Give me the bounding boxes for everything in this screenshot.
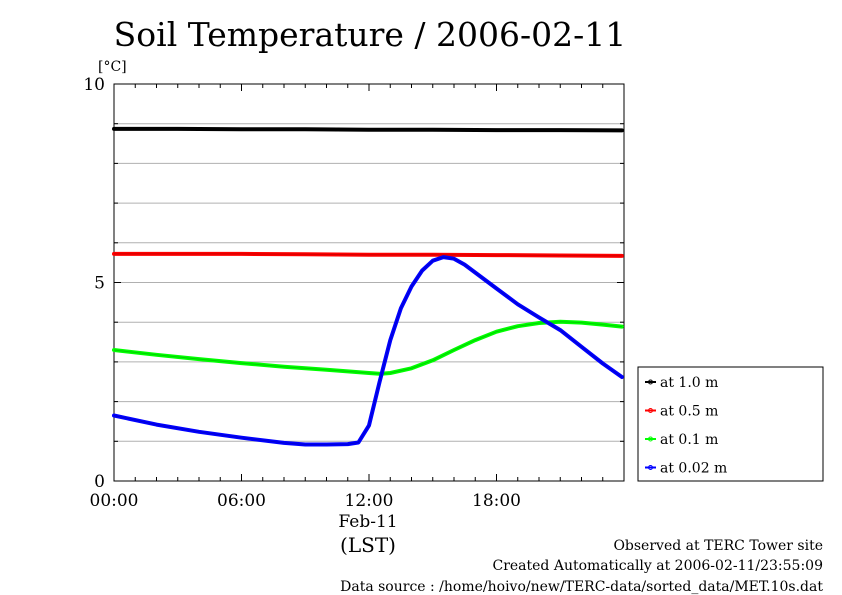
date-label: Feb-11 bbox=[338, 512, 397, 532]
footer-created: Created Automatically at 2006-02-11/23:5… bbox=[492, 558, 823, 574]
legend-swatch-marker bbox=[648, 436, 653, 442]
y-tick-label: 10 bbox=[83, 75, 105, 95]
legend-label: at 0.02 m bbox=[660, 461, 727, 477]
series-line-0 bbox=[112, 126, 624, 133]
series-line-edge-1 bbox=[114, 253, 622, 257]
series-lines bbox=[112, 126, 624, 447]
series-line-edge-0 bbox=[114, 128, 622, 131]
legend-swatch-marker bbox=[648, 408, 653, 413]
legend-swatch-marker bbox=[648, 465, 653, 470]
series-line-2 bbox=[112, 319, 624, 376]
x-tick-label: 06:00 bbox=[217, 491, 266, 511]
grid-lines bbox=[114, 123, 624, 442]
chart-title: Soil Temperature / 2006-02-11 bbox=[114, 15, 627, 54]
y-tick-label: 0 bbox=[94, 472, 105, 492]
footer-observed: Observed at TERC Tower site bbox=[613, 538, 823, 554]
legend-swatch-marker bbox=[648, 379, 653, 385]
y-tick-label: 5 bbox=[94, 274, 105, 294]
legend-label: at 1.0 m bbox=[660, 375, 718, 391]
series-line-edge-3 bbox=[113, 256, 623, 445]
x-tick-label: 18:00 bbox=[472, 491, 521, 511]
footer-data-source: Data source : /home/hoivo/new/TERC-data/… bbox=[340, 579, 823, 595]
series-line-3 bbox=[112, 255, 624, 447]
legend-label: at 0.1 m bbox=[660, 432, 718, 448]
legend: at 1.0 m at 0.5 m at 0.1 m at 0.02 m bbox=[637, 366, 824, 482]
legend-label: at 0.5 m bbox=[660, 404, 718, 420]
axis-ticks: 00:00 06:00 12:00 18:00 0 5 10 bbox=[83, 75, 625, 511]
legend-frame bbox=[637, 366, 824, 482]
y-axis-unit-label: [°C] bbox=[98, 59, 127, 75]
x-axis-label: (LST) bbox=[340, 533, 396, 557]
series-line-1 bbox=[112, 251, 624, 258]
x-tick-label: 00:00 bbox=[90, 491, 139, 511]
series-line-edge-2 bbox=[113, 321, 622, 375]
x-tick-label: 12:00 bbox=[345, 491, 394, 511]
